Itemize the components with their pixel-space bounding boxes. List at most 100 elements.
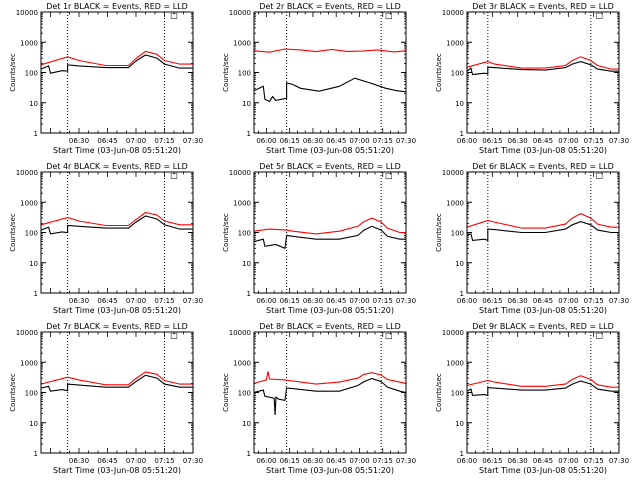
x-tick-label: 06:30 xyxy=(69,137,89,145)
y-tick-label: 10 xyxy=(455,260,464,268)
x-tick-label: 06:30 xyxy=(69,457,89,465)
y-tick-label: 10 xyxy=(455,420,464,428)
x-axis: 06:00 06:15 06:30 06:45 07:00 07:15 07:30 xyxy=(256,332,416,465)
x-axis: 06:00 06:15 06:30 06:45 07:00 07:15 07:30 xyxy=(457,172,629,305)
x-tick-label: 06:15 xyxy=(280,297,300,305)
x-axis: 06:00 06:15 06:30 06:45 07:00 07:15 07:30 xyxy=(256,12,416,145)
x-tick-label: 07:15 xyxy=(584,297,604,305)
panel-det-5: Det 5r BLACK = Events, RED = LLD 1 10 100 10… xyxy=(222,162,416,315)
top-marker: □ xyxy=(596,11,604,20)
events-series-line xyxy=(466,221,619,242)
y-tick-label: 1000 xyxy=(20,39,38,47)
y-axis: 1 10 100 1000 10000 xyxy=(16,169,193,298)
plot-frame xyxy=(40,171,194,294)
y-tick-label: 1 xyxy=(460,130,464,138)
x-axis: 06:30 06:45 07:00 07:15 07:30 xyxy=(50,12,203,145)
y-axis-label: Counts/sec xyxy=(435,53,443,92)
y-tick-label: 1 xyxy=(34,130,38,138)
x-tick-label: 07:30 xyxy=(396,457,416,465)
x-tick-label: 07:15 xyxy=(154,457,174,465)
y-tick-label: 10000 xyxy=(16,169,38,177)
x-tick-label: 07:00 xyxy=(126,297,146,305)
y-axis: 1 10 100 1000 10000 xyxy=(229,329,406,458)
y-tick-label: 10000 xyxy=(442,9,464,17)
x-tick-label: 07:00 xyxy=(558,297,578,305)
x-tick-label: 06:45 xyxy=(533,137,553,145)
x-tick-label: 07:00 xyxy=(349,137,369,145)
y-tick-label: 10 xyxy=(242,260,251,268)
x-tick-label: 06:00 xyxy=(256,457,276,465)
x-tick-label: 07:30 xyxy=(609,297,629,305)
top-marker: □ xyxy=(385,11,393,20)
y-tick-label: 10000 xyxy=(442,329,464,337)
y-axis: 1 10 100 1000 10000 xyxy=(442,169,619,298)
x-tick-label: 07:30 xyxy=(609,137,629,145)
y-axis-label: Counts/sec xyxy=(9,213,17,252)
x-tick-label: 06:30 xyxy=(69,297,89,305)
top-marker: □ xyxy=(385,331,393,340)
y-tick-label: 1 xyxy=(34,290,38,298)
y-tick-label: 1000 xyxy=(20,199,38,207)
panel-det-8: Det 8r BLACK = Events, RED = LLD 1 10 100 10… xyxy=(222,322,416,475)
y-tick-label: 1 xyxy=(247,290,251,298)
y-axis-label: Counts/sec xyxy=(222,373,230,412)
x-axis-label: Start Time (03-Jun-08 05:51:20) xyxy=(479,146,607,155)
y-axis-label: Counts/sec xyxy=(9,373,17,412)
y-tick-label: 1000 xyxy=(446,39,464,47)
y-axis: 1 10 100 1000 10000 xyxy=(16,9,193,138)
y-tick-label: 1 xyxy=(34,450,38,458)
y-tick-label: 1 xyxy=(247,130,251,138)
events-series-line xyxy=(253,377,407,416)
panel-title: Det 5r BLACK = Events, RED = LLD xyxy=(259,162,401,171)
y-tick-label: 100 xyxy=(25,390,38,398)
x-axis-label: Start Time (03-Jun-08 05:51:20) xyxy=(53,466,181,475)
x-axis-label: Start Time (03-Jun-08 05:51:20) xyxy=(53,306,181,315)
x-tick-label: 06:30 xyxy=(508,297,528,305)
y-axis-label: Counts/sec xyxy=(9,53,17,92)
lld-series-line xyxy=(40,211,193,227)
plot-frame xyxy=(466,331,620,454)
x-tick-label: 07:15 xyxy=(373,457,393,465)
events-series-line xyxy=(466,61,619,76)
x-tick-label: 06:00 xyxy=(457,297,477,305)
x-tick-label: 06:45 xyxy=(326,457,346,465)
x-tick-label: 06:30 xyxy=(303,137,323,145)
x-tick-label: 06:15 xyxy=(280,457,300,465)
top-marker: □ xyxy=(170,331,178,340)
y-tick-label: 10 xyxy=(29,100,38,108)
x-tick-label: 07:00 xyxy=(558,137,578,145)
panel-title: Det 7r BLACK = Events, RED = LLD xyxy=(46,322,188,331)
lld-series-line xyxy=(253,48,407,53)
plot-frame xyxy=(253,171,407,294)
x-tick-label: 07:00 xyxy=(126,457,146,465)
x-tick-label: 07:00 xyxy=(349,297,369,305)
y-tick-label: 10000 xyxy=(229,169,251,177)
x-axis-label: Start Time (03-Jun-08 05:51:20) xyxy=(479,306,607,315)
y-tick-label: 100 xyxy=(25,70,38,78)
lld-series-line xyxy=(253,371,407,385)
x-tick-label: 07:15 xyxy=(584,457,604,465)
y-axis-label: Counts/sec xyxy=(222,53,230,92)
events-series-line xyxy=(253,225,406,250)
lld-series-line xyxy=(40,50,193,67)
x-axis: 06:00 06:15 06:30 06:45 07:00 07:15 07:30 xyxy=(457,12,629,145)
top-marker: □ xyxy=(170,171,178,180)
plot-frame xyxy=(253,11,407,134)
x-axis-label: Start Time (03-Jun-08 05:51:20) xyxy=(53,146,181,155)
x-tick-label: 06:45 xyxy=(326,297,346,305)
y-tick-label: 10000 xyxy=(16,9,38,17)
y-tick-label: 1000 xyxy=(233,199,251,207)
y-tick-label: 100 xyxy=(238,230,251,238)
x-tick-label: 06:30 xyxy=(508,137,528,145)
panel-title: Det 8r BLACK = Events, RED = LLD xyxy=(259,322,401,331)
panel-title: Det 4r BLACK = Events, RED = LLD xyxy=(46,162,188,171)
y-tick-label: 10 xyxy=(242,100,251,108)
x-tick-label: 06:45 xyxy=(326,137,346,145)
x-axis: 06:00 06:15 06:30 06:45 07:00 07:15 07:30 xyxy=(457,332,629,465)
x-tick-label: 06:15 xyxy=(482,457,502,465)
lld-series-line xyxy=(466,56,619,70)
x-tick-label: 06:00 xyxy=(256,137,276,145)
y-axis-label: Counts/sec xyxy=(222,213,230,252)
x-tick-label: 07:00 xyxy=(349,457,369,465)
y-tick-label: 10 xyxy=(29,260,38,268)
